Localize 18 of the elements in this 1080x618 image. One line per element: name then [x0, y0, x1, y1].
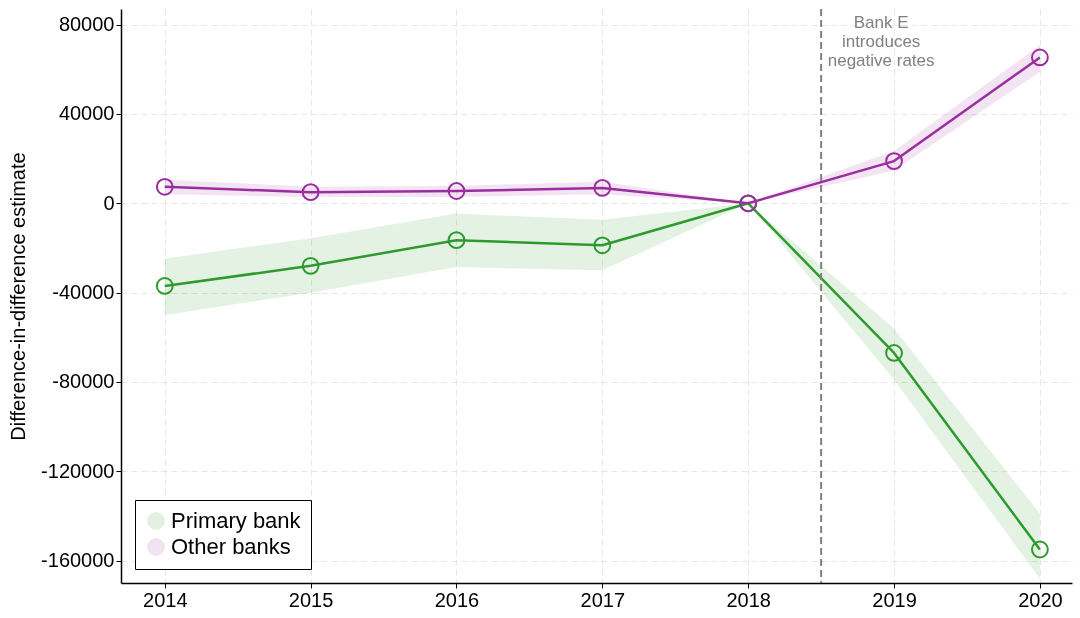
legend-label: Other banks: [171, 534, 291, 559]
x-tick-label: 2019: [872, 588, 917, 611]
x-tick-label: 2014: [143, 588, 188, 611]
y-tick-label: 80000: [58, 13, 115, 36]
x-tick-label: 2017: [580, 588, 626, 611]
y-tick-label: -40000: [52, 281, 115, 304]
y-tick-label: 40000: [58, 102, 115, 125]
x-tick-label: 2020: [1018, 588, 1063, 611]
x-tick-label: 2015: [288, 588, 334, 611]
y-tick-label: -120000: [41, 459, 115, 482]
y-axis-title: Difference-in-difference estimate: [7, 152, 30, 441]
ref-line-label: Bank E introduces negative rates: [827, 13, 935, 70]
y-tick-label: -80000: [52, 370, 115, 393]
y-tick-label: -160000: [41, 549, 115, 572]
legend-label: Primary bank: [171, 508, 302, 533]
y-tick-label: 0: [103, 191, 115, 214]
x-tick-label: 2018: [726, 588, 771, 611]
x-tick-label: 2016: [434, 588, 480, 611]
